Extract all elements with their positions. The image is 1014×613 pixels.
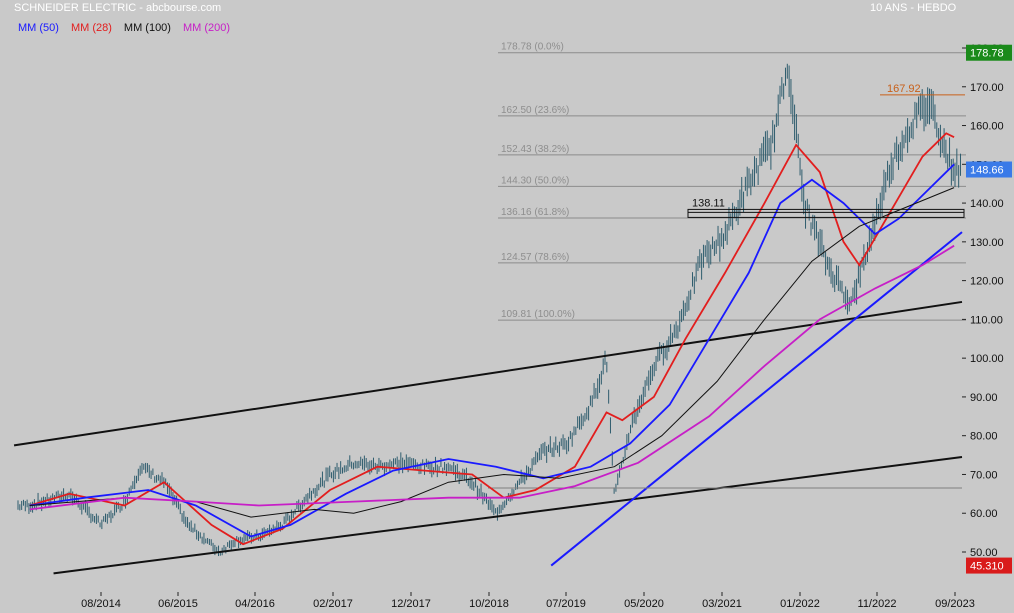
legend: MM (50) MM (28) MM (100) MM (200) [18,22,242,34]
trendlines [13,231,963,575]
trendline [53,456,963,575]
legend-mm100: MM (100) [123,22,171,34]
ma-line [29,244,955,511]
ma-line [29,163,955,538]
fib-label: 152.43 (38.2%) [501,144,569,155]
chart-period: 10 ANS - HEBDO [870,2,957,14]
price-tag-label: 45.310 [970,561,1004,573]
price-bars [17,63,961,557]
x-tick-label: 10/2018 [469,598,509,610]
x-tick-label: 03/2021 [702,598,742,610]
fib-label: 178.78 (0.0%) [501,42,564,53]
y-tick-label: 170.00 [970,82,1004,94]
price-tag [966,44,1012,61]
trendline [550,231,963,567]
price-tag [966,161,1012,178]
y-tick-label: 130.00 [970,237,1004,249]
legend-mm200: MM (200) [182,22,231,34]
x-tick-label: 06/2015 [158,598,198,610]
price-tag-label: 148.66 [970,165,1004,177]
y-tick-label: 60.00 [970,508,998,520]
x-tick-label: 07/2019 [546,598,586,610]
fib-label: 162.50 (23.6%) [501,105,569,116]
ma-line [29,132,955,546]
x-tick-label: 01/2022 [780,598,820,610]
fib-label: 136.16 (61.8%) [501,207,569,218]
y-tick-label: 50.00 [970,547,998,559]
fib-label: 109.81 (100.0%) [501,309,575,320]
x-tick-label: 11/2022 [858,598,897,610]
x-tick-label: 04/2016 [235,598,275,610]
chart-title: SCHNEIDER ELECTRIC - abcbourse.com [14,2,222,14]
y-tick-label: 70.00 [970,469,998,481]
annotation-label: 167.92 [887,83,921,95]
x-tick-label: 08/2014 [81,598,121,610]
y-tick-label: 140.00 [970,198,1004,210]
annotations: 167.92 138.11 [687,83,965,218]
legend-mm28: MM (28) [70,22,112,34]
x-tick-label: 09/2023 [935,598,975,610]
price-tag-label: 178.78 [970,48,1004,60]
moving-averages [29,132,955,546]
y-tick-label: 100.00 [970,353,1004,365]
price-tag [966,557,1012,574]
y-tick-label: 120.00 [970,276,1004,288]
annotation-label: 138.11 [692,197,725,209]
y-tick-label: 80.00 [970,431,998,443]
y-tick-label: 110.00 [970,314,1003,326]
fib-label: 144.30 (50.0%) [501,175,569,186]
x-tick-label: 12/2017 [391,598,431,610]
x-tick-label: 02/2017 [313,598,353,610]
fib-levels: 178.78 (0.0%) 162.50 (23.6%) 152.43 (38.2%… [498,42,966,321]
trendline [13,300,963,447]
fib-label: 124.57 (78.6%) [501,252,569,263]
y-tick-label: 160.00 [970,121,1004,133]
axes: 180.00170.00160.00150.00140.00130.00120.… [81,43,1012,610]
ma-line [29,187,955,518]
annotation-box [687,208,965,218]
y-tick-label: 90.00 [970,392,998,404]
legend-mm50: MM (50) [18,22,59,34]
x-tick-label: 05/2020 [624,598,664,610]
